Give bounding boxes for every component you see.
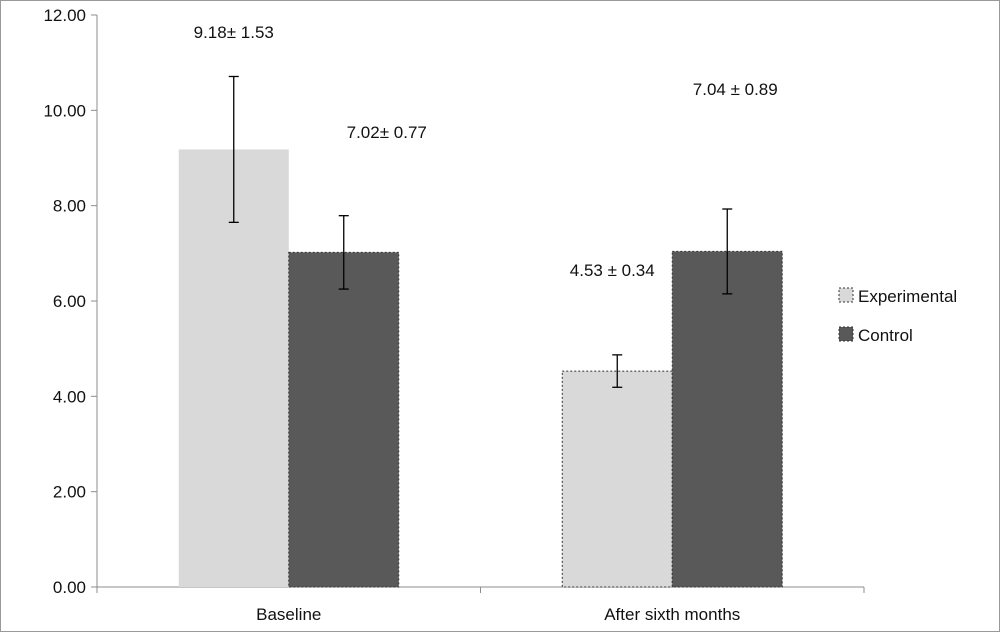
legend-swatch-experimental	[838, 287, 854, 303]
y-tick-label: 10.00	[43, 101, 86, 120]
bar-experimental	[561, 370, 673, 588]
data-label: 7.04 ± 0.89	[693, 80, 778, 99]
data-label: 7.02± 0.77	[347, 123, 427, 142]
y-tick-label: 8.00	[53, 197, 86, 216]
legend-label-control: Control	[858, 326, 913, 345]
y-tick-label: 4.00	[53, 387, 86, 406]
data-label: 9.18± 1.53	[194, 23, 274, 42]
y-tick-label: 0.00	[53, 578, 86, 597]
axes: 0.00 2.00 4.00 6.00 8.00 10.00 12.00 Baseline Af…	[43, 6, 865, 624]
y-tick-label: 6.00	[53, 292, 86, 311]
legend: Experimental Control	[838, 287, 957, 345]
y-tick-label: 12.00	[43, 6, 86, 25]
x-tick-label: After sixth months	[604, 605, 740, 624]
data-labels: 9.18± 1.53 4.53 ± 0.34 7.02± 0.77 7.04 ± 0.…	[194, 23, 778, 280]
bar-control	[671, 250, 783, 588]
legend-swatch-control	[838, 326, 854, 342]
data-label: 4.53 ± 0.34	[570, 261, 655, 280]
error-bars	[228, 75, 733, 388]
y-tick-label: 2.00	[53, 483, 86, 502]
bar-control	[288, 251, 400, 588]
bars	[178, 149, 783, 588]
legend-label-experimental: Experimental	[858, 287, 957, 306]
x-tick-label: Baseline	[256, 605, 321, 624]
